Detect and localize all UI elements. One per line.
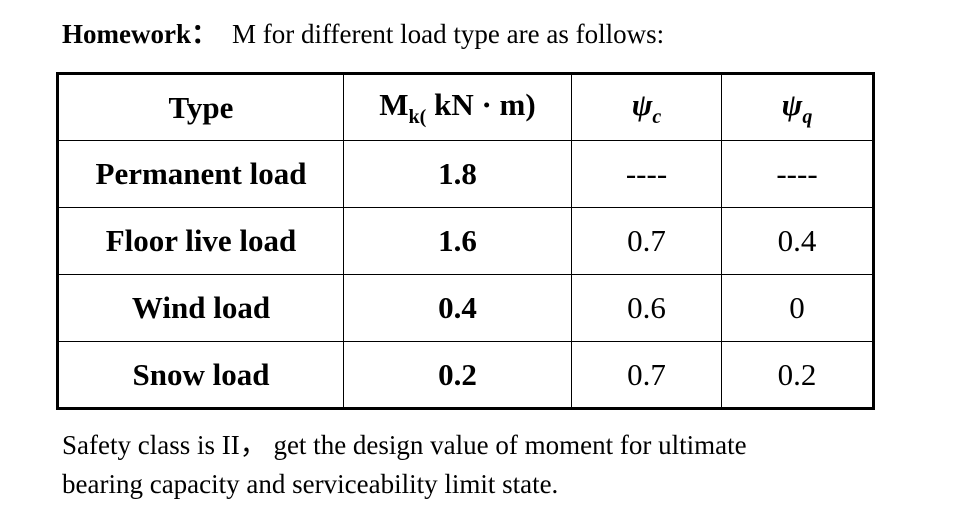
header-sub: k( [408, 105, 427, 128]
table-cell: 0.4 [721, 207, 874, 275]
title: Homework： M for different load type are a… [62, 12, 664, 51]
header-sub: q [802, 105, 813, 128]
header-row: Type Mk( kN · m) ψc ψq [57, 73, 874, 141]
table-cell: Snow load [57, 341, 344, 409]
table-cell: 0.6 [571, 274, 722, 342]
table-cell: 1.6 [343, 207, 572, 275]
header-sub: c [652, 105, 662, 128]
header-unit: kN · m) [426, 86, 536, 122]
title-label: Homework： [62, 19, 218, 49]
load-table: Type Mk( kN · m) ψc ψq Permanent load 1.8… [56, 72, 875, 410]
table-row: Wind load 0.4 0.6 0 [57, 274, 874, 342]
table-row: Snow load 0.2 0.7 0.2 [57, 341, 874, 409]
footer-line: bearing capacity and serviceability limi… [62, 469, 559, 499]
table-cell: ---- [721, 140, 874, 208]
table-cell: 0 [721, 274, 874, 342]
title-text: M for different load type are as follows… [231, 19, 665, 49]
footer-line: Safety class is II， get the design value… [62, 430, 747, 460]
table-cell: Wind load [57, 274, 344, 342]
table-cell: 1.8 [343, 140, 572, 208]
table-cell: 0.7 [571, 341, 722, 409]
header-base: ψ [631, 86, 653, 122]
table-row: Permanent load 1.8 ---- ---- [57, 140, 874, 208]
header-base: M [379, 86, 409, 122]
table-cell: 0.2 [343, 341, 572, 409]
table-cell: ---- [571, 140, 722, 208]
table-cell: 0.2 [721, 341, 874, 409]
header-cell: Type [57, 73, 344, 141]
table-row: Floor live load 1.6 0.7 0.4 [57, 207, 874, 275]
header-base: ψ [781, 86, 803, 122]
header-cell: Mk( kN · m) [343, 73, 572, 141]
table-cell: 0.7 [571, 207, 722, 275]
header-cell: ψq [721, 73, 874, 141]
header-cell: ψc [571, 73, 722, 141]
table-cell: Floor live load [57, 207, 344, 275]
footer: Safety class is II， get the design value… [62, 426, 747, 504]
table-cell: 0.4 [343, 274, 572, 342]
table-cell: Permanent load [57, 140, 344, 208]
